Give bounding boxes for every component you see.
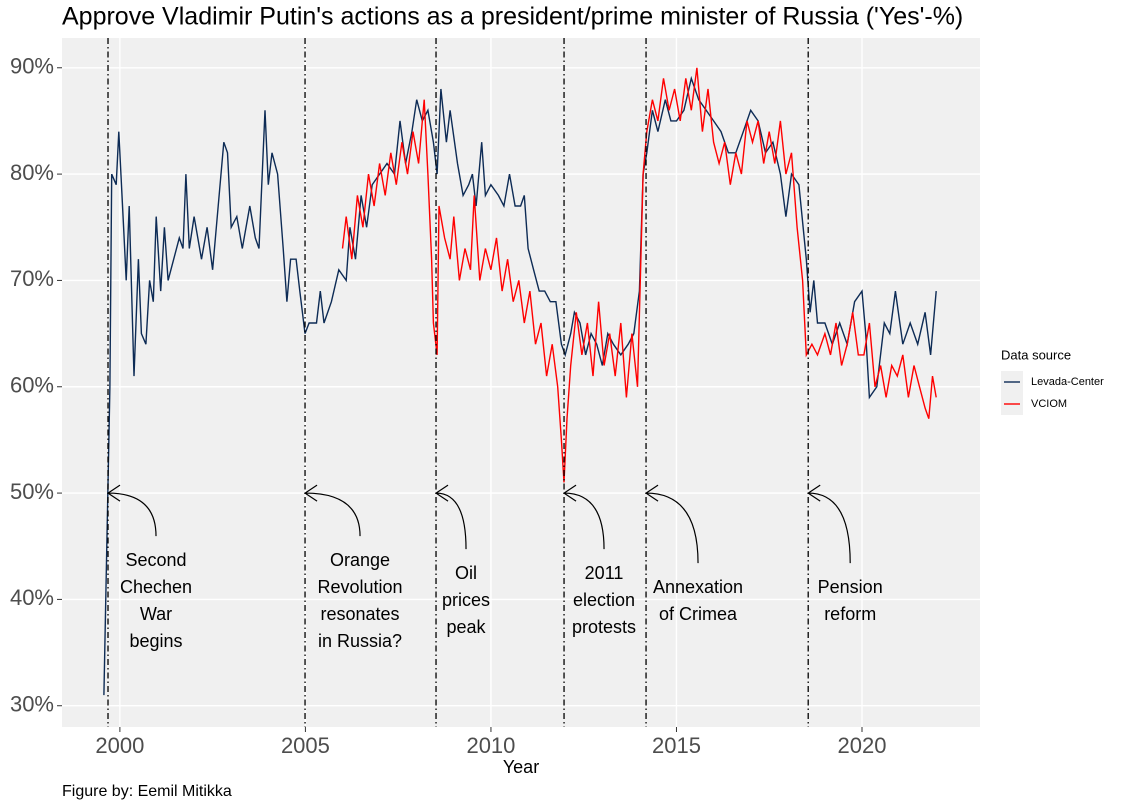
annotation-text: in Russia? (318, 631, 402, 651)
annotation-text: peak (447, 617, 487, 637)
annotation-arrow (434, 484, 467, 550)
y-tick-label: 70% (10, 266, 54, 291)
y-tick-label: 60% (10, 373, 54, 398)
series-line (103, 75, 937, 696)
y-tick-label: 30% (10, 692, 54, 717)
annotation-arrow (562, 484, 605, 550)
annotation-text: Pension (818, 577, 883, 597)
annotation-text: protests (572, 617, 636, 637)
annotation-arrow (106, 484, 157, 537)
plot-panel (62, 38, 980, 727)
annotation-text: prices (442, 590, 490, 610)
legend-title: Data source (1001, 347, 1071, 362)
annotation-text: War (140, 604, 172, 624)
annotation-text: 2011 (585, 563, 624, 583)
annotation-text: begins (129, 631, 182, 651)
annotation-arrow (303, 484, 361, 537)
x-tick-label: 2015 (652, 733, 701, 758)
annotation-text: resonates (321, 604, 400, 624)
x-tick-label: 2020 (838, 733, 887, 758)
annotation-text: reform (824, 604, 876, 624)
legend-label: Levada-Center (1031, 376, 1104, 388)
annotation-arrow (807, 484, 851, 564)
annotation-arrow (644, 484, 699, 564)
annotation-text: Annexation (653, 577, 743, 597)
annotation-text: of Crimea (659, 604, 738, 624)
x-tick-label: 2005 (281, 733, 330, 758)
caption: Figure by: Eemil Mitikka (62, 783, 232, 800)
x-tick-label: 2000 (95, 733, 144, 758)
y-tick-label: 50% (10, 479, 54, 504)
y-tick-label: 40% (10, 585, 54, 610)
y-tick-label: 90% (10, 54, 54, 79)
legend-label: VCIOM (1031, 398, 1067, 410)
annotation-text: Orange (330, 550, 390, 570)
annotation-text: Oil (455, 563, 477, 583)
annotation-text: Chechen (120, 577, 192, 597)
x-tick-label: 2010 (466, 733, 515, 758)
annotation-text: Revolution (318, 577, 403, 597)
chart-title: Approve Vladimir Putin's actions as a pr… (62, 3, 963, 31)
annotation-text: election (573, 590, 635, 610)
x-axis-label: Year (503, 757, 539, 777)
annotation-text: Second (125, 550, 186, 570)
y-tick-label: 80% (10, 160, 54, 185)
